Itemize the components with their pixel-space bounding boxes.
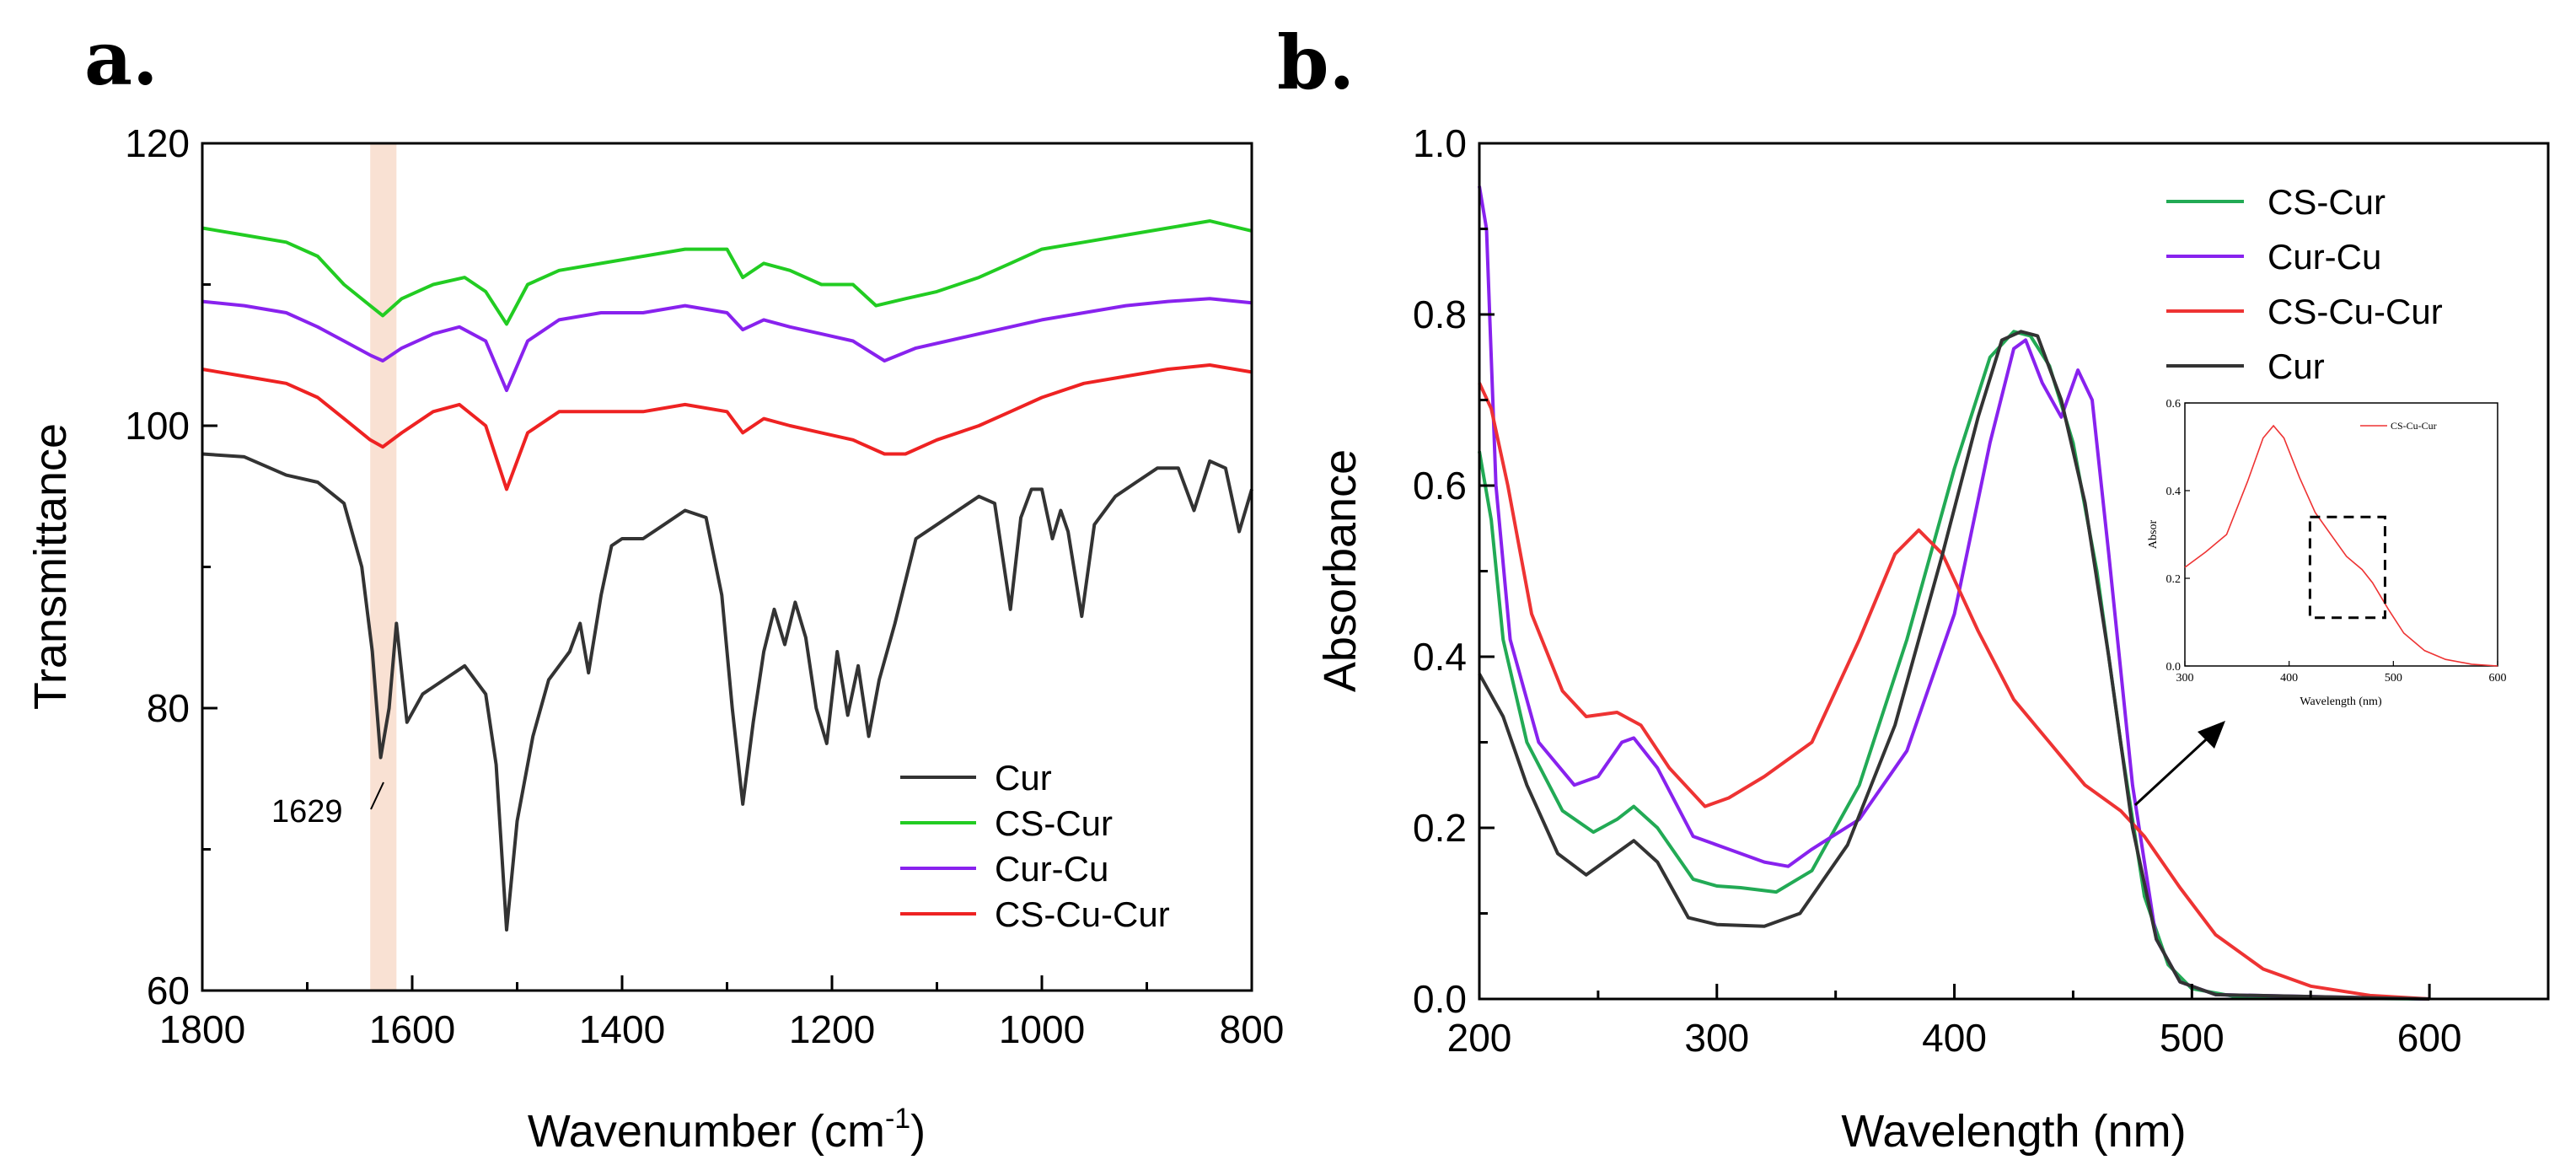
annotation-1629: 1629 <box>271 794 343 830</box>
legend-label: CS-Cur <box>2267 182 2385 222</box>
inset-plot: 300 400 500 600 0.0 0.2 0.4 0.6 CS-Cu-Cur Wavel… <box>2147 398 2507 708</box>
x-tick-label: 300 <box>1684 1016 1749 1060</box>
series-line-cur <box>201 452 1253 932</box>
inset-frame <box>2184 402 2498 667</box>
panel-b-label: b. <box>1277 19 1355 106</box>
panel-a: a. 1800 1600 1400 1200 1000 800 60 80 100 120 Wav… <box>25 14 1284 1157</box>
inset-y-tick-label: 0.4 <box>2166 486 2182 498</box>
y-tick-label: 0.2 <box>1413 806 1467 850</box>
x-tick-label: 1400 <box>579 1007 665 1051</box>
legend-label: CS-Cu-Cur <box>995 894 1170 934</box>
series-line-cs-cur <box>201 219 1253 326</box>
inset-xlabel: Wavelength (nm) <box>2300 695 2382 708</box>
x-tick-label: 400 <box>1922 1016 1987 1060</box>
y-tick-label: 0.4 <box>1413 635 1467 679</box>
x-tick-label: 200 <box>1447 1016 1512 1060</box>
inset-arrow-line <box>2133 732 2214 807</box>
panel-a-xlabel: Wavenumber (cm-1) <box>528 1103 926 1157</box>
legend-label: CS-Cu-Cur <box>2267 292 2443 331</box>
series-line-cs-cu-cur <box>201 363 1253 491</box>
inset-x-tick-label: 400 <box>2280 672 2298 685</box>
inset-series-line <box>2184 424 2498 667</box>
x-tick-label: 1600 <box>369 1007 455 1051</box>
y-tick-label: 1.0 <box>1413 121 1467 165</box>
inset-series <box>2184 424 2498 667</box>
y-tick-label: 60 <box>147 969 190 1012</box>
panel-b-ticks: 200 300 400 500 600 0.0 0.2 0.4 0.6 0.8 1.0 <box>1413 121 2461 1060</box>
inset-ticks: 300 400 500 600 0.0 0.2 0.4 0.6 <box>2166 398 2507 685</box>
y-tick-label: 0.6 <box>1413 464 1467 507</box>
panel-b-series <box>1478 185 2430 1001</box>
x-tick-label: 800 <box>1220 1007 1285 1051</box>
legend-label: Cur-Cu <box>2267 237 2381 277</box>
panel-a-legend: Cur CS-Cur Cur-Cu CS-Cu-Cur <box>900 758 1170 934</box>
series-line-cs-cu-cur <box>1478 382 2430 1001</box>
series-line-cur <box>1478 330 2430 1001</box>
series-line-cur-cu <box>201 297 1253 393</box>
legend-label: Cur-Cu <box>995 849 1108 889</box>
inset-ylabel: Absor <box>2147 520 2160 550</box>
legend-label: Cur <box>995 758 1052 797</box>
inset-legend-label: CS-Cu-Cur <box>2391 420 2437 432</box>
y-tick-label: 0.8 <box>1413 293 1467 336</box>
inset-x-tick-label: 300 <box>2176 672 2194 685</box>
annotation-leader <box>370 781 384 810</box>
panel-a-ylabel: Transmittance <box>25 423 76 710</box>
legend-label: CS-Cur <box>995 803 1113 843</box>
inset-y-tick-label: 0.2 <box>2166 573 2182 586</box>
highlight-band-1629 <box>370 143 397 991</box>
panel-a-label: a. <box>84 14 158 102</box>
panel-a-series <box>201 219 1253 932</box>
legend-label: Cur <box>2267 346 2325 386</box>
y-tick-label: 0.0 <box>1413 977 1467 1021</box>
x-tick-label: 1200 <box>789 1007 875 1051</box>
y-tick-label: 80 <box>147 686 190 730</box>
panel-a-ticks: 1800 1600 1400 1200 1000 800 60 80 100 120 <box>125 121 1284 1051</box>
inset-x-tick-label: 500 <box>2385 672 2402 685</box>
inset-dashed-box <box>2308 515 2386 620</box>
panel-b-ylabel: Absorbance <box>1315 449 1366 692</box>
inset-y-tick-label: 0.6 <box>2166 398 2182 411</box>
panel-b-xlabel: Wavelength (nm) <box>1841 1106 2186 1157</box>
y-tick-label: 100 <box>125 404 190 448</box>
panel-b: b. 200 300 400 500 600 0.0 0.2 0.4 0.6 0.8 1.0 Wav… <box>1277 19 2550 1157</box>
x-tick-label: 500 <box>2160 1016 2224 1060</box>
y-tick-label: 120 <box>125 121 190 165</box>
inset-arrow-head <box>2198 721 2225 749</box>
inset-y-tick-label: 0.0 <box>2166 661 2182 674</box>
x-tick-label: 1800 <box>159 1007 245 1051</box>
panel-b-legend: CS-Cur Cur-Cu CS-Cu-Cur Cur <box>2166 182 2443 386</box>
x-tick-label: 1000 <box>999 1007 1085 1051</box>
x-tick-label: 600 <box>2397 1016 2462 1060</box>
inset-x-tick-label: 600 <box>2489 672 2507 685</box>
